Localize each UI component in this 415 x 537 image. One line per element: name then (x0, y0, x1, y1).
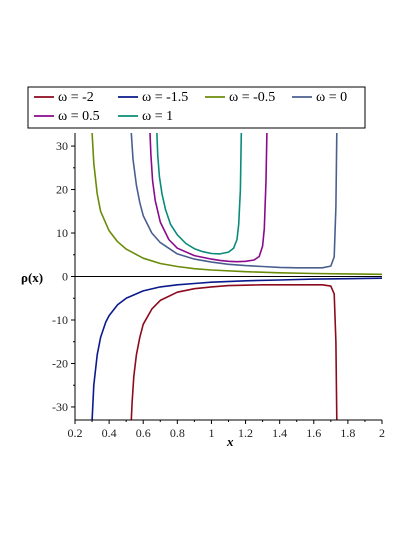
x-tick-label: 1.2 (238, 426, 253, 440)
y-tick-label: 30 (56, 139, 68, 153)
series-line-1 (130, 284, 338, 420)
x-tick-label: 0.4 (102, 426, 117, 440)
y-axis-label: ρ(x) (21, 270, 43, 285)
plot-area: 0.2 0.4 0.6 0.8 1 1.2 1.4 1.6 1.8 2 30 20 10 0 -10 -20 -… (52, 133, 385, 440)
legend-label: ω = 0 (316, 90, 347, 105)
x-tick-label: 1.8 (340, 426, 355, 440)
x-axis-label: x (226, 434, 234, 449)
y-tick-label: 10 (56, 226, 68, 240)
y-tick-label: -20 (52, 356, 68, 370)
y-tick-label: 20 (56, 183, 68, 197)
y-tick-label: 0 (62, 270, 68, 284)
x-tick-label: 1.4 (272, 426, 287, 440)
x-tick-label: 0.2 (68, 426, 83, 440)
series-line-4 (130, 133, 338, 269)
x-tick-label: 0.6 (136, 426, 151, 440)
series-line-2 (91, 277, 382, 420)
legend-label: ω = 1 (142, 109, 173, 124)
legend-box (27, 86, 366, 129)
x-tick-label: 1.6 (306, 426, 321, 440)
y-tick-label: -10 (52, 313, 68, 327)
series-line-5 (149, 133, 268, 263)
x-tick-label: 0.8 (170, 426, 185, 440)
series-line-6 (156, 133, 243, 255)
y-tick-label: -30 (52, 400, 68, 414)
legend-label: ω = -0.5 (229, 90, 275, 105)
x-tick-label: 2 (379, 426, 385, 440)
series-line-3 (91, 133, 382, 276)
x-tick-label: 1 (208, 426, 214, 440)
legend-label: ω = -2 (58, 90, 94, 105)
legend-label: ω = 0.5 (58, 109, 100, 124)
legend-label: ω = -1.5 (142, 90, 188, 105)
legend: ω = -2 ω = -1.5 ω = -0.5 ω = 0 ω = 0.5 ω = 1 (27, 86, 366, 129)
